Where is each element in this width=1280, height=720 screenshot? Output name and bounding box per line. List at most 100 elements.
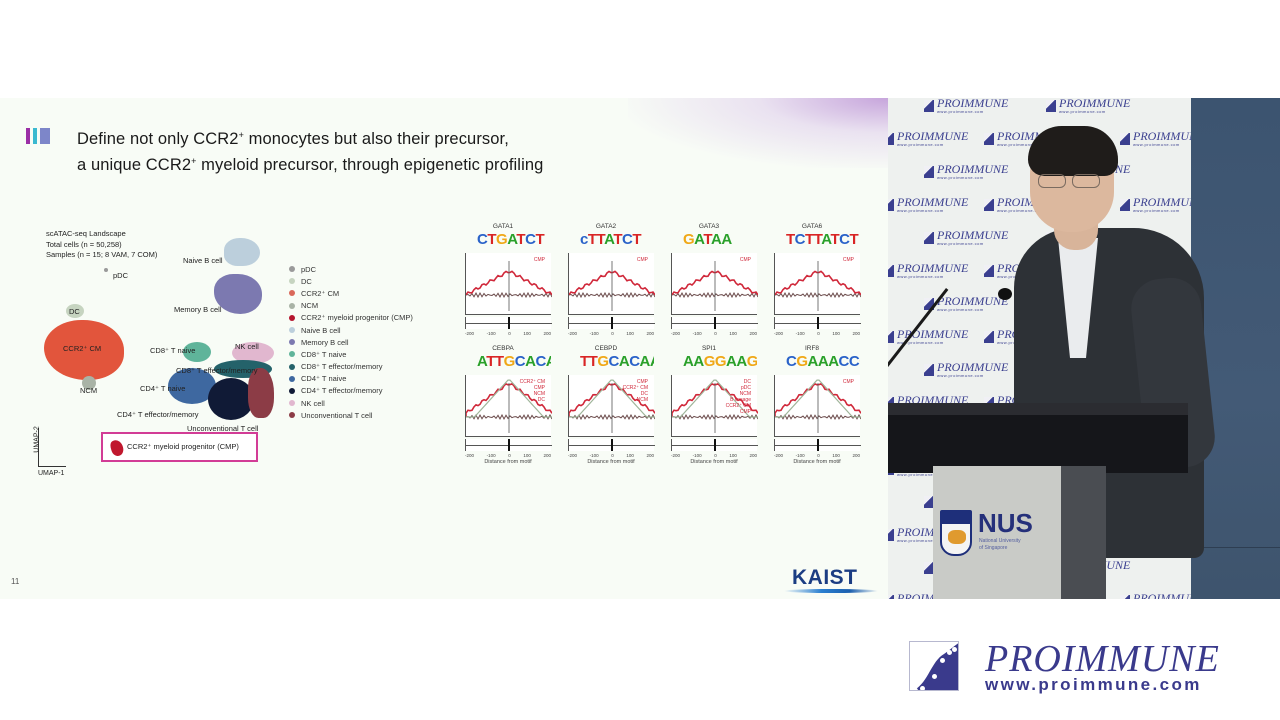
plot-annotation: DC (640, 391, 648, 397)
plot-annotation: NCM (636, 397, 648, 403)
plot-annotation: CMP (533, 385, 545, 391)
proimmune-mark-icon (909, 641, 959, 691)
cluster-nk (232, 342, 274, 364)
legend-item: DC (289, 275, 413, 287)
cluster-legend: pDC DC CCR2⁺ CM NCM CCR2⁺ myeloid progenitor… (289, 263, 413, 421)
cluster-label: NK cell (235, 342, 259, 351)
motif-panel-gata1: GATA1 CTGATCT CMP -200 -100 0 100 200 (465, 223, 552, 336)
legend-item: CCR2⁺ CM (289, 287, 413, 299)
expected-enrichment-track (671, 317, 758, 329)
cluster-unconv-t (248, 368, 274, 418)
motif-panel-cebpd: CEBPDTTGCACAACMPCCR2⁺ CMDCNCM-200-100010… (568, 345, 655, 465)
legend-dot-icon (289, 302, 295, 309)
cluster-dc (66, 304, 84, 318)
sequence-logo: AAGGAAGTG (683, 353, 757, 370)
motif-panel-cebpa: CEBPAATTGCACAACCR2⁺ CMCMPNCMDC-200-10001… (465, 345, 552, 465)
footprint-plot: CMP (671, 253, 758, 315)
cluster-cd8-naive (183, 342, 211, 362)
motif-panel-irf8: IRF8CGAAACCGAAACTCMP-200-1000100200Dista… (774, 345, 861, 465)
sequence-logo: TCTTATCT (786, 231, 859, 248)
page-number: 11 (11, 577, 20, 586)
plot-annotation: CCR2⁺ CM (622, 385, 648, 391)
footprint-plot: CMP (774, 253, 861, 315)
motif-panel-gata2: GATA2 cTTATCT CMP -200 -100 0 100 200 (568, 223, 655, 336)
motif-panel-gata6: GATA6 TCTTATCT CMP -200 -100 0 100 200 (774, 223, 861, 336)
umap-info: scATAC-seq Landscape Total cells (n = 50… (46, 229, 158, 259)
footprint-plot: CMP (465, 253, 552, 315)
wall (1191, 98, 1280, 599)
cluster-memory-b (214, 274, 262, 314)
sequence-logo: GATAA (683, 231, 732, 248)
umap-y-label: UMAP-2 (33, 426, 41, 453)
legend-item: Memory B cell (289, 336, 413, 348)
cmp-cluster-icon (109, 438, 125, 458)
proimmune-logo: PROIMMUNE www.proimmune.com (909, 638, 1259, 694)
expected-enrichment-track (774, 317, 861, 329)
footprint-plot: DC pDC NCM B lineage CCR2⁺ CM CMP (671, 375, 758, 437)
cluster-label: DC (69, 307, 80, 316)
sequence-logo: ATTGCACAA (477, 353, 551, 370)
legend-dot-icon (289, 375, 295, 382)
title-bullet-icon (26, 128, 50, 144)
legend-dot-icon (289, 339, 295, 346)
cluster-naive-b (224, 238, 260, 266)
plot-annotation: CMP (842, 379, 854, 385)
proimmune-wordmark: PROIMMUNE (985, 638, 1220, 680)
expected-enrichment-track (774, 439, 861, 451)
cmp-highlight-box: CCR2⁺ myeloid progenitor (CMP) (101, 432, 258, 462)
legend-dot-icon (289, 290, 295, 297)
plot-annotation: CMP (842, 257, 854, 263)
plot-annotation: NCM (739, 391, 751, 397)
legend-dot-icon (289, 314, 295, 321)
nus-subtitle: National University of Singapore (979, 538, 1021, 551)
legend-dot-icon (289, 351, 295, 358)
sequence-logo: cTTATCT (580, 231, 641, 248)
cluster-label: CD4⁺ T naive (140, 384, 186, 393)
cluster-label: CD8⁺ T naive (150, 346, 196, 355)
expected-enrichment-track (465, 439, 552, 451)
cluster-label: Memory B cell (174, 305, 222, 314)
motif-panel-gata3: GATA3 GATAA CMP -200 -100 0 100 200 (671, 223, 758, 336)
legend-item: Unconventional T cell (289, 409, 413, 421)
legend-dot-icon (289, 266, 295, 273)
cluster-label: CD4⁺ T effector/memory (117, 410, 199, 419)
legend-item: CD4⁺ T naive (289, 373, 413, 385)
speaker-video: PROIMMUNE www.proimmune.com PROIMMUNE www.p… (888, 98, 1280, 599)
nus-crest-icon (940, 510, 972, 556)
plot-annotation: CMP (636, 257, 648, 263)
expected-enrichment-track (568, 317, 655, 329)
cluster-label: CD8⁺ T effector/memory (176, 366, 258, 375)
legend-item: CD4⁺ T effector/memory (289, 385, 413, 397)
cluster-label: CCR2⁺ CM (63, 344, 102, 353)
cluster-ccr2-cm (44, 320, 124, 380)
footprint-plot: CMP (568, 253, 655, 315)
legend-dot-icon (289, 412, 295, 419)
microphone-icon (998, 288, 1012, 300)
cluster-label: Unconventional T cell (187, 424, 259, 433)
umap-axes: UMAP-2 UMAP-1 (34, 426, 78, 477)
cluster-label: NCM (80, 386, 98, 395)
nus-logo: NUS (978, 508, 1033, 538)
kaist-logo: KAIST (782, 566, 882, 596)
umap-x-label: UMAP-1 (38, 470, 65, 477)
slide-corner-gradient (628, 98, 888, 168)
legend-dot-icon (289, 400, 295, 407)
plot-annotation: CMP (739, 257, 751, 263)
sequence-logo: TTGCACAA (580, 353, 654, 370)
legend-dot-icon (289, 327, 295, 334)
slide-title: Define not only CCR2+ monocytes but also… (77, 130, 544, 174)
plot-annotation: CCR2⁺ CM (519, 379, 545, 385)
motif-footprint-grid: GATA1 CTGATCT CMP -200 -100 0 100 200 GATA2 cTTAT… (455, 223, 875, 473)
legend-item: Naive B cell (289, 324, 413, 336)
sequence-logo: CGAAACCGAAACT (786, 353, 860, 370)
plot-annotation: DC (743, 379, 751, 385)
expected-enrichment-track (671, 439, 758, 451)
legend-dot-icon (289, 387, 295, 394)
